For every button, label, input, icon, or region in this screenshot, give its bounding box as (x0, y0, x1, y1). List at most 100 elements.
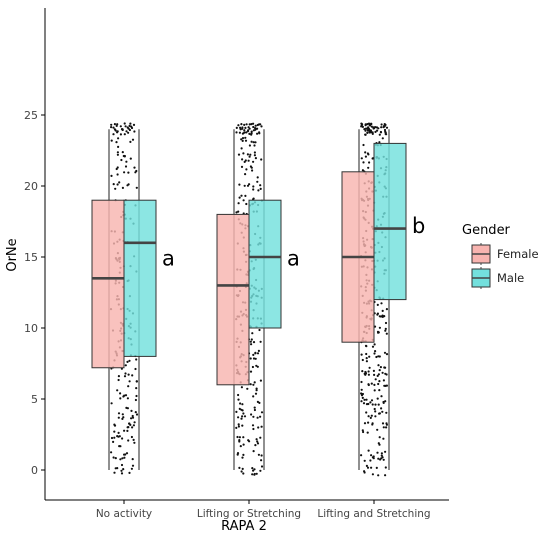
x-tick-label: No activity (96, 508, 152, 520)
jitter-point (379, 366, 382, 369)
jitter-point (380, 395, 383, 398)
jitter-point (251, 473, 254, 476)
jitter-point (235, 131, 238, 134)
jitter-point (375, 355, 378, 359)
jitter-point (121, 186, 124, 189)
jitter-point (383, 384, 386, 387)
jitter-point (133, 441, 136, 444)
jitter-point (254, 141, 257, 144)
jitter-point (374, 350, 377, 353)
jitter-point (122, 154, 125, 158)
jitter-point (385, 126, 389, 129)
jitter-point (115, 124, 118, 127)
jitter-point (128, 380, 131, 383)
x-tick-label: Lifting or Stretching (197, 508, 301, 520)
jitter-point (130, 435, 133, 439)
jitter-point (360, 454, 363, 457)
jitter-point (135, 186, 138, 189)
jitter-point (245, 168, 248, 171)
jitter-point (238, 407, 241, 410)
jitter-point (367, 383, 370, 386)
jitter-point (380, 302, 383, 305)
jitter-point (255, 364, 258, 367)
jitter-point (125, 452, 129, 455)
jitter-point (377, 403, 380, 406)
jitter-point (238, 436, 241, 439)
jitter-point (384, 329, 387, 332)
jitter-point (129, 157, 132, 160)
jitter-point (247, 129, 250, 132)
jitter-point (380, 454, 383, 457)
jitter-point (116, 151, 119, 154)
jitter-point (257, 189, 260, 192)
jitter-point (381, 456, 384, 459)
jitter-point (125, 406, 128, 409)
jitter-point (126, 397, 129, 400)
jitter-point (367, 421, 370, 424)
y-tick-label: 25 (24, 109, 38, 122)
jitter-point (367, 373, 370, 376)
jitter-point (126, 360, 129, 363)
jitter-point (135, 380, 138, 383)
jitter-point (377, 474, 380, 477)
jitter-point (130, 409, 133, 412)
jitter-point (124, 453, 127, 456)
jitter-point (251, 365, 254, 369)
jitter-point (112, 456, 115, 459)
jitter-point (360, 380, 363, 384)
jitter-point (365, 352, 368, 356)
jitter-point (244, 139, 248, 142)
jitter-point (247, 159, 250, 162)
jitter-point (135, 358, 138, 361)
jitter-point (363, 459, 366, 462)
jitter-point (382, 400, 385, 404)
jitter-point (378, 443, 381, 446)
jitter-point (252, 341, 256, 344)
jitter-point (260, 125, 263, 128)
jitter-point (375, 126, 378, 129)
jitter-point (258, 132, 261, 135)
jitter-point (253, 381, 256, 384)
jitter-point (378, 141, 381, 144)
box-male (123, 199, 157, 357)
jitter-point (365, 345, 368, 348)
jitter-point (123, 429, 126, 432)
jitter-point (252, 185, 255, 188)
jitter-point (360, 400, 363, 403)
jitter-point (115, 141, 118, 144)
jitter-point (369, 401, 372, 404)
jitter-point (117, 412, 121, 415)
jitter-point (385, 426, 388, 429)
jitter-point (368, 366, 371, 369)
jitter-point (123, 122, 126, 125)
jitter-point (253, 472, 256, 476)
jitter-point (119, 392, 122, 395)
jitter-point (248, 132, 251, 135)
jitter-point (241, 158, 244, 161)
jitter-point (253, 406, 256, 409)
legend: Gender Female Male (462, 223, 539, 289)
jitter-point (259, 340, 262, 343)
jitter-point (376, 313, 379, 316)
jitter-point (378, 326, 381, 329)
jitter-point (361, 429, 364, 432)
jitter-point (384, 466, 387, 469)
jitter-point (235, 426, 238, 429)
jitter-point (246, 387, 249, 390)
jitter-point (380, 123, 383, 126)
jitter-point (371, 403, 374, 406)
jitter-point (127, 131, 130, 134)
jitter-point (246, 184, 250, 187)
jitter-point (129, 122, 132, 125)
jitter-point (256, 416, 259, 419)
jitter-point (253, 408, 256, 412)
jitter-point (254, 157, 257, 160)
jitter-point (361, 396, 364, 399)
jitter-point (250, 338, 253, 341)
jitter-point (120, 158, 123, 162)
jitter-point (371, 422, 374, 425)
jitter-point (373, 389, 376, 392)
jitter-point (260, 411, 264, 414)
jitter-point (360, 353, 363, 356)
jitter-point (110, 123, 113, 126)
